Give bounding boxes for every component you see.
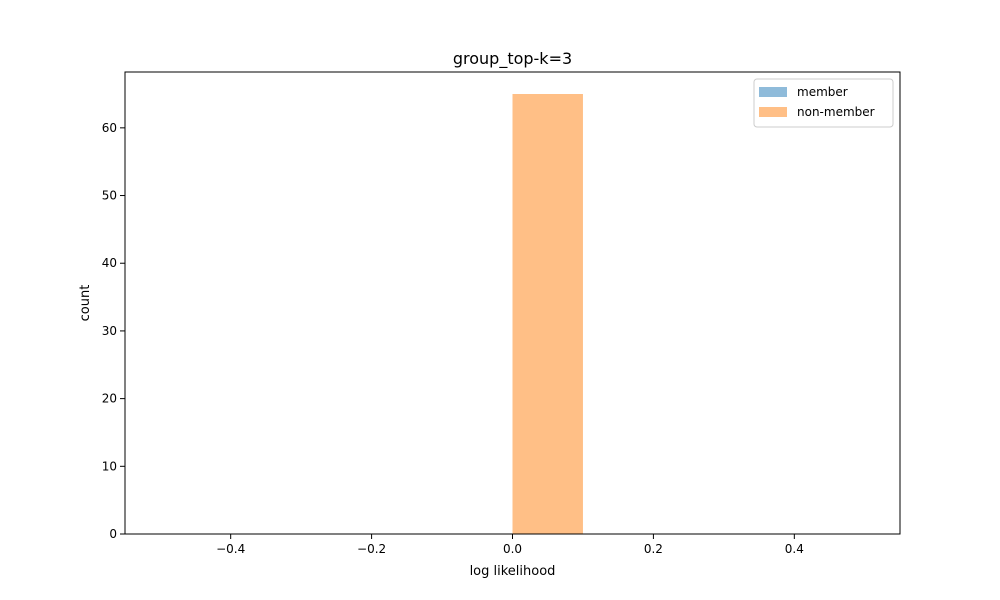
legend-swatch	[759, 107, 787, 117]
y-tick-label: 20	[102, 392, 117, 406]
chart-title: group_top-k=3	[453, 49, 572, 69]
x-tick-label: 0.4	[785, 542, 804, 556]
bar-non-member-0	[512, 94, 583, 534]
legend-label: non-member	[797, 105, 875, 119]
legend-swatch	[759, 87, 787, 97]
bars-group	[512, 94, 583, 534]
y-axis-ticks: 0 10 20 30 40 50 60	[102, 121, 125, 541]
y-tick-label: 40	[102, 256, 117, 270]
y-tick-label: 30	[102, 324, 117, 338]
x-tick-label: 0.2	[644, 542, 663, 556]
y-axis-label: count	[78, 285, 93, 322]
y-tick-label: 50	[102, 189, 117, 203]
x-tick-label: −0.2	[357, 542, 386, 556]
legend-box	[753, 78, 894, 128]
x-axis-label: log likelihood	[470, 564, 556, 579]
y-tick-label: 60	[102, 121, 117, 135]
x-axis-ticks: −0.4 −0.2 0.0 0.2 0.4	[216, 534, 804, 556]
legend-label: member	[797, 85, 848, 99]
y-tick-label: 10	[102, 459, 117, 473]
y-tick-label: 0	[109, 527, 117, 541]
x-tick-label: 0.0	[503, 542, 522, 556]
legend: member non-member	[753, 78, 894, 128]
x-tick-label: −0.4	[216, 542, 245, 556]
